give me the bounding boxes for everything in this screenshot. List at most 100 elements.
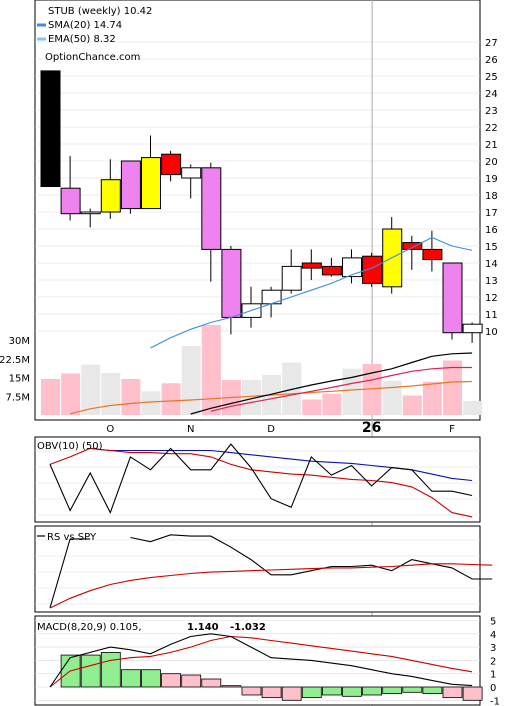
price-tick-label: 26 xyxy=(485,55,498,66)
macd-histogram-bar xyxy=(321,686,342,696)
volume-bar xyxy=(121,379,141,415)
obv-red-line xyxy=(49,447,473,518)
price-tick-label: 23 xyxy=(485,106,498,117)
macd-histogram-bar xyxy=(80,654,101,688)
candle-body xyxy=(80,211,101,215)
candle-body xyxy=(462,323,483,334)
volume-bar xyxy=(242,380,261,415)
volume-bar xyxy=(61,373,81,415)
candle-body xyxy=(281,265,302,291)
volume-ma-red-line xyxy=(210,366,473,412)
volume-bar xyxy=(201,325,221,415)
candle-body xyxy=(402,242,423,250)
macd-tick-label: 0 xyxy=(490,683,496,694)
volume-bar xyxy=(463,401,483,415)
macd-histogram-bar xyxy=(121,669,141,688)
price-tick-label: 19 xyxy=(485,174,498,185)
price-tick-label: 10 xyxy=(485,327,498,338)
macd-line xyxy=(49,633,473,688)
volume-tick-label: 30M xyxy=(9,336,30,347)
macd-histogram-bar xyxy=(241,686,262,696)
candle-body xyxy=(161,153,182,176)
volume-bar xyxy=(41,379,60,415)
volume-tick-label: 7.5M xyxy=(5,392,30,403)
macd-histogram-bar xyxy=(141,669,161,688)
candle-body xyxy=(342,257,362,278)
candle-body xyxy=(221,248,242,318)
volume-bar xyxy=(161,383,181,415)
volume-bar xyxy=(362,364,382,415)
price-tick-label: 24 xyxy=(485,89,498,100)
macd-tick-label: 4 xyxy=(490,630,496,641)
macd-histogram-bar xyxy=(201,678,222,688)
macd-histogram-bar xyxy=(402,686,423,693)
candle-body xyxy=(201,167,222,250)
obv-line xyxy=(49,443,473,514)
x-axis-label: O xyxy=(106,424,114,435)
macd-histogram-bar xyxy=(181,674,202,688)
price-tick-label: 18 xyxy=(485,191,498,202)
volume-bar xyxy=(322,393,342,415)
price-tick-label: 21 xyxy=(485,140,498,151)
candle-body xyxy=(422,248,443,261)
volume-bar xyxy=(101,373,121,415)
price-tick-label: 14 xyxy=(485,259,498,270)
macd-tick-label: 5 xyxy=(490,617,496,628)
candle-body xyxy=(100,179,121,213)
macd-histogram-bar xyxy=(382,686,403,695)
volume-bar xyxy=(282,362,302,415)
macd-histogram-bar xyxy=(442,686,463,699)
candle-body xyxy=(141,157,161,210)
macd-histogram-bar xyxy=(462,686,483,701)
volume-bar xyxy=(302,399,322,415)
volume-tick-label: 15M xyxy=(9,374,30,385)
chart-title: STUB (weekly) 10.42 xyxy=(48,6,152,17)
volume-tick-label: 22.5M xyxy=(0,355,30,366)
x-axis-label: 26 xyxy=(362,420,381,436)
price-tick-label: 27 xyxy=(485,38,498,49)
volume-bar xyxy=(443,360,462,415)
price-tick-label: 11 xyxy=(485,310,498,321)
rs-label: RS vs SPY xyxy=(47,532,97,543)
price-tick-label: 25 xyxy=(485,72,498,83)
rs-line xyxy=(49,538,91,609)
macd-label: MACD(8,20,9) 0.105, xyxy=(37,622,142,633)
volume-bar xyxy=(402,395,422,415)
price-tick-label: 22 xyxy=(485,123,498,134)
candle-body xyxy=(60,187,81,215)
volume-ma-black-line xyxy=(190,352,473,415)
volume-bar xyxy=(422,381,442,415)
volume-bar xyxy=(342,368,362,415)
macd-histogram-bar xyxy=(342,686,362,697)
volume-bar xyxy=(382,380,402,415)
macd-tick-label: 3 xyxy=(490,643,496,654)
macd-hist-value: -1.032 xyxy=(230,622,266,633)
candle-body xyxy=(181,167,202,179)
price-tick-label: 20 xyxy=(485,157,498,168)
rs-red-line xyxy=(49,563,493,609)
macd-histogram-bar xyxy=(281,686,302,701)
candle-body xyxy=(40,70,61,187)
x-axis-label: D xyxy=(267,424,275,435)
candle-body xyxy=(120,160,141,210)
macd-signal-line xyxy=(49,635,473,688)
price-tick-label: 17 xyxy=(485,208,498,219)
candle-body xyxy=(362,255,383,284)
candle-body xyxy=(301,262,322,269)
candle-body xyxy=(442,262,463,334)
macd-histogram-bar xyxy=(261,686,282,699)
price-tick-label: 15 xyxy=(485,242,498,253)
price-tick-label: 12 xyxy=(485,293,498,304)
macd-histogram-bar xyxy=(161,673,182,688)
watermark-text: OptionChance.com xyxy=(45,52,140,63)
volume-bar xyxy=(181,346,201,415)
legend-entry: EMA(50) 8.32 xyxy=(48,34,116,45)
obv-label: OBV(10) (50) xyxy=(37,441,103,452)
price-tick-label: 13 xyxy=(485,276,498,287)
volume-ema-line xyxy=(69,380,473,415)
macd-histogram-bar xyxy=(221,685,242,688)
macd-signal-value: 1.140 xyxy=(187,622,219,633)
volume-bar xyxy=(81,364,101,415)
macd-tick-label: 1 xyxy=(490,670,496,681)
